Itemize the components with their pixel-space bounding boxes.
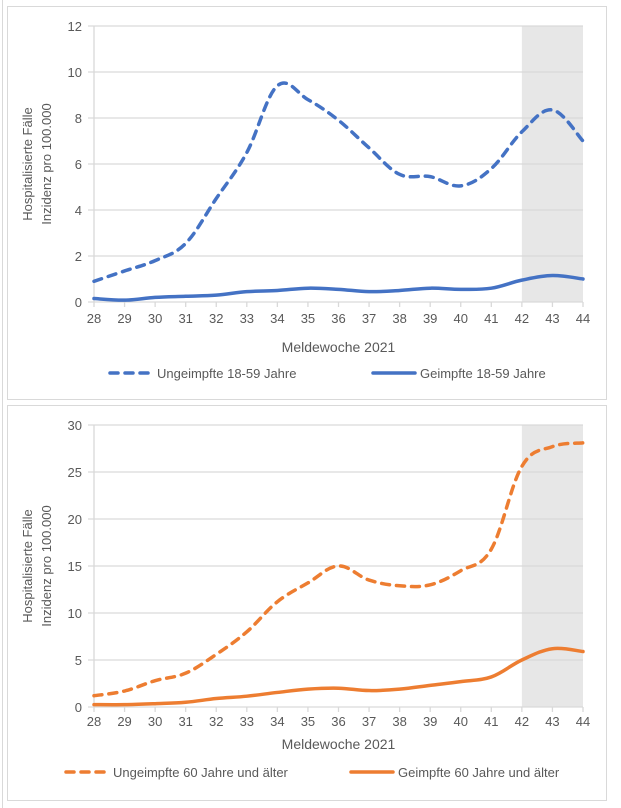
y-tick-label: 30 [68,418,82,433]
x-tick-label: 30 [148,311,162,326]
y-axis-label: Hospitalisierte Fälle [20,107,35,220]
y-tick-label: 10 [68,606,82,621]
x-tick-label: 39 [423,311,437,326]
x-tick-label: 36 [331,714,345,729]
chart-young-adults: 0 2 4 6 8 10 12 28 29 30 31 32 33 34 35 36 37 38 39 40 41 42 4… [20,19,590,381]
x-tick-label: 35 [301,714,315,729]
x-tick-label: 36 [331,311,345,326]
x-tick-label: 33 [240,714,254,729]
y-tick-label: 15 [68,559,82,574]
page-border [2,0,3,808]
x-tick-label: 29 [117,311,131,326]
x-axis-label: Meldewoche 2021 [282,339,396,355]
y-tick-label: 4 [75,203,82,218]
x-tick-label: 28 [87,714,101,729]
x-tick-label: 32 [209,714,223,729]
chart-panel-seniors: 0 5 10 15 20 25 30 28 29 30 31 32 33 34 35 36 37 38 39 40 41… [7,405,607,801]
y-tick-label: 6 [75,157,82,172]
y-tick-label: 0 [75,700,82,715]
y-tick-label: 12 [68,19,82,34]
x-tick-label: 34 [270,311,284,326]
chart-seniors: 0 5 10 15 20 25 30 28 29 30 31 32 33 34 35 36 37 38 39 40 41… [20,418,590,780]
x-tick-label: 30 [148,714,162,729]
x-tick-label: 41 [484,311,498,326]
x-tick-label: 42 [515,311,529,326]
x-tick-label: 29 [117,714,131,729]
x-tick-label: 32 [209,311,223,326]
x-tick-label: 43 [545,311,559,326]
y-tick-label: 20 [68,512,82,527]
y-axis-label: Inzidenz pro 100.000 [39,103,54,224]
x-tick-label: 31 [178,714,192,729]
series-line-unvaccinated [92,81,585,284]
x-tick-label: 33 [240,311,254,326]
legend-label: Ungeimpfte 60 Jahre und älter [113,765,289,780]
x-tick-label: 38 [392,714,406,729]
x-tick-label: 41 [484,714,498,729]
x-tick-label: 38 [392,311,406,326]
y-tick-label: 25 [68,465,82,480]
legend-label: Geimpfte 60 Jahre und älter [398,765,560,780]
series-line-vaccinated [92,646,585,707]
x-axis-label: Meldewoche 2021 [282,736,396,752]
x-tick-label: 44 [576,714,590,729]
x-tick-label: 37 [362,714,376,729]
x-tick-label: 39 [423,714,437,729]
y-tick-label: 10 [68,65,82,80]
y-tick-label: 2 [75,249,82,264]
y-axis-label: Inzidenz pro 100.000 [39,505,54,626]
y-tick-label: 5 [75,653,82,668]
y-axis-label: Hospitalisierte Fälle [20,509,35,622]
x-tick-label: 40 [454,311,468,326]
x-tick-label: 37 [362,311,376,326]
chart-panel-young-adults: 0 2 4 6 8 10 12 28 29 30 31 32 33 34 35 36 37 38 39 40 41 42 4… [7,6,607,400]
x-tick-label: 44 [576,311,590,326]
x-tick-label: 40 [454,714,468,729]
y-tick-label: 8 [75,111,82,126]
series-line-unvaccinated [92,441,585,698]
x-tick-label: 34 [270,714,284,729]
legend-label: Ungeimpfte 18-59 Jahre [157,366,296,381]
series-line-vaccinated [92,273,585,302]
x-tick-label: 31 [178,311,192,326]
x-tick-label: 35 [301,311,315,326]
x-tick-label: 42 [515,714,529,729]
legend-label: Geimpfte 18-59 Jahre [420,366,546,381]
y-tick-label: 0 [75,295,82,310]
x-tick-label: 28 [87,311,101,326]
x-tick-label: 43 [545,714,559,729]
